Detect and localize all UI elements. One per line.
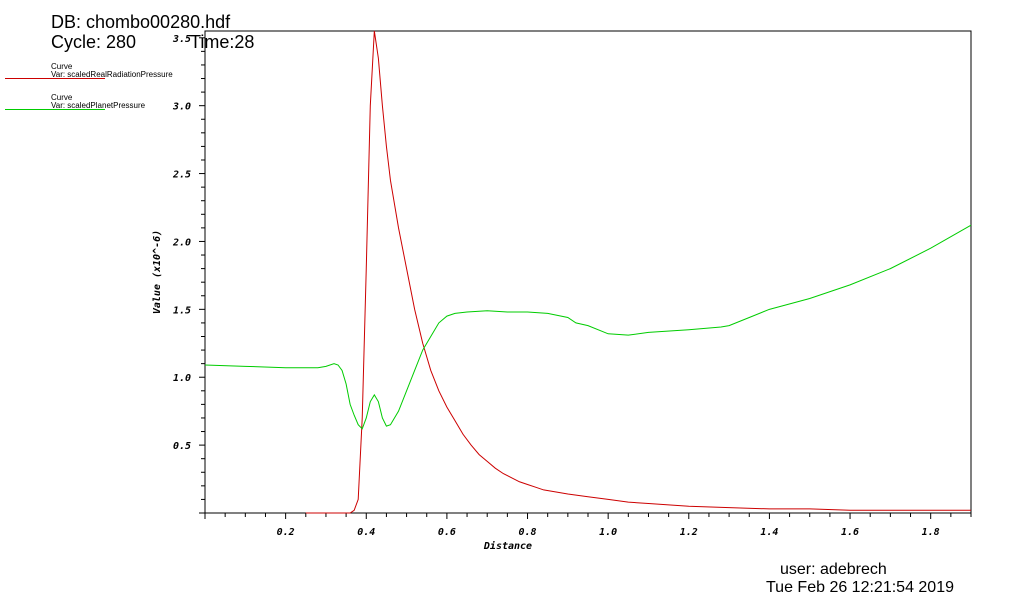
x-axis-title: Distance <box>483 540 532 552</box>
legend-curve-label: Curve <box>51 62 73 71</box>
series-line-planet-pressure <box>204 224 972 430</box>
y-tick-label: 3.0 <box>172 102 191 113</box>
legend-curve-label: Curve <box>51 93 73 102</box>
legend-line-red <box>5 78 105 79</box>
y-tick-label: 1.5 <box>173 305 191 316</box>
series-line-radiation-pressure <box>305 30 971 514</box>
database-title: DB: chombo00280.hdf <box>51 12 231 32</box>
x-tick-label: 0.4 <box>357 527 375 538</box>
legend-var-label: Var: scaledPlanetPressure <box>51 101 146 110</box>
x-tick-label: 0.8 <box>518 527 536 538</box>
legend-var-label: Var: scaledRealRadiationPressure <box>51 70 173 79</box>
y-tick-label: 1.0 <box>173 373 191 384</box>
y-tick-label: 2.0 <box>172 237 191 248</box>
y-top-label: 3.5 <box>172 34 191 45</box>
x-tick-label: 1.6 <box>841 527 859 538</box>
y-tick-label: 2.5 <box>172 170 191 181</box>
y-axis-title: Value (x10^-6) <box>152 230 163 314</box>
y-tick-label: 0.5 <box>173 441 191 452</box>
timestamp-label: Tue Feb 26 12:21:54 2019 <box>766 579 954 596</box>
time-label: Time:28 <box>190 32 255 52</box>
x-tick-label: 1.8 <box>922 527 940 538</box>
x-tick-label: 1.2 <box>680 527 698 538</box>
plot-frame <box>204 30 972 514</box>
x-tick-label: 0.6 <box>438 527 456 538</box>
user-label: user: adebrech <box>780 561 887 578</box>
legend-line-green <box>5 109 105 110</box>
cycle-label: Cycle: 280 <box>51 32 137 52</box>
x-tick-label: 1.4 <box>760 527 778 538</box>
x-tick-label: 0.2 <box>277 527 295 538</box>
x-tick-label: 1.0 <box>599 527 617 538</box>
